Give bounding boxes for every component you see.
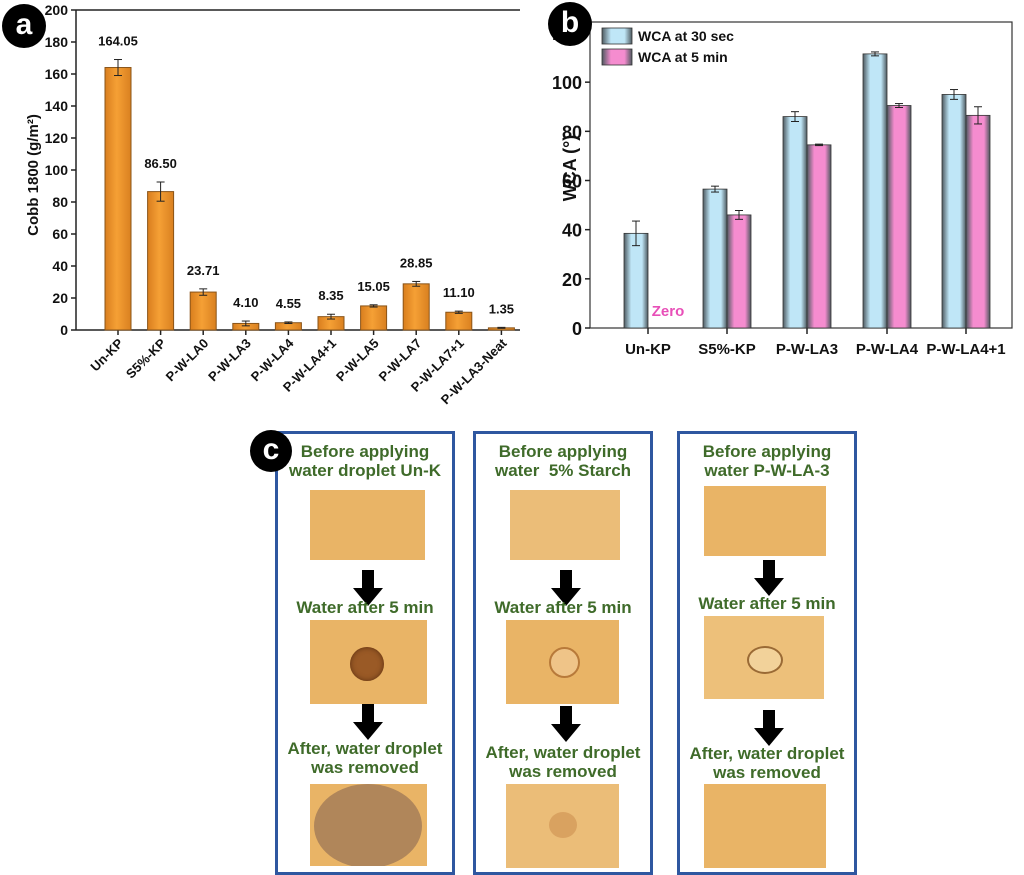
y-tick-label: 160	[45, 66, 69, 82]
caption-after: After, water droplet was removed	[287, 739, 443, 777]
y-tick-label: 80	[52, 194, 68, 210]
data-label: 164.05	[98, 34, 138, 49]
bar	[104, 67, 132, 331]
bar-5min	[726, 214, 752, 329]
y-tick-label: 40	[562, 221, 582, 241]
bar	[189, 291, 217, 331]
panel-c-column-3: Before applying water P-W-LA-3 Water aft…	[677, 431, 857, 875]
y-tick-label: 80	[562, 122, 582, 142]
photo-before	[704, 486, 826, 556]
panel-b-badge: b	[548, 2, 592, 46]
panel-c-badge: c	[250, 430, 292, 472]
data-label: 86.50	[144, 156, 177, 171]
y-tick-label: 60	[562, 172, 582, 192]
data-label: 1.35	[489, 301, 514, 316]
photo-during	[310, 620, 427, 704]
water-stain	[549, 812, 577, 838]
panel-c-column-2: Before applying water 5% Starch Water af…	[473, 431, 653, 875]
photo-during	[506, 620, 619, 704]
y-tick-label: 100	[552, 73, 582, 93]
down-arrow-icon	[353, 570, 383, 606]
caption-during: Water after 5 min	[698, 594, 836, 613]
data-label: 4.10	[233, 295, 258, 310]
x-tick-label: P-W-LA4	[856, 341, 919, 358]
legend-label: WCA at 30 sec	[638, 28, 734, 44]
caption-before: Before applying water 5% Starch	[494, 442, 632, 480]
bar	[445, 311, 473, 331]
water-droplet	[747, 646, 783, 674]
photo-before	[310, 490, 425, 560]
y-tick-label: 0	[60, 322, 68, 338]
water-droplet	[549, 647, 580, 678]
data-label: 4.55	[276, 296, 301, 311]
y-tick-label: 60	[52, 226, 68, 242]
down-arrow-icon	[754, 710, 784, 746]
caption-after: After, water droplet was removed	[689, 744, 845, 782]
x-tick-label: P-W-LA3	[776, 341, 838, 358]
bar-30sec	[862, 53, 888, 329]
data-label: 8.35	[318, 288, 343, 303]
y-tick-label: 20	[562, 270, 582, 290]
bar-30sec	[702, 188, 728, 329]
photo-during	[704, 616, 824, 699]
photo-after	[704, 784, 826, 868]
y-tick-label: 40	[52, 258, 68, 274]
x-tick-label: Un-KP	[625, 341, 671, 358]
caption-before: Before applying water P-W-LA-3	[702, 442, 832, 480]
data-label: 28.85	[400, 255, 433, 270]
x-tick-label: P-W-LA4+1	[926, 341, 1005, 358]
legend-swatch	[601, 48, 633, 66]
y-tick-label: 200	[45, 2, 69, 18]
down-arrow-icon	[551, 570, 581, 606]
bar-5min	[806, 144, 832, 329]
x-tick-label: Un-KP	[87, 335, 126, 374]
chart-a-cobb: 0 20 40 60 80 100 120 140 160 180 200 164.05 Un-KP 8…	[25, 2, 520, 407]
caption-after: After, water droplet was removed	[485, 743, 641, 781]
legend-swatch	[601, 27, 633, 45]
panel-a-badge: a	[2, 4, 46, 48]
bar-30sec	[782, 116, 808, 329]
x-tick-label: P-W-LA0	[163, 336, 212, 385]
data-label: 11.10	[443, 285, 475, 300]
chart-b-wca: 020406080100120Un-KPS5%-KPP-W-LA3P-W-LA4…	[552, 21, 1013, 358]
down-arrow-icon	[551, 706, 581, 742]
water-droplet	[350, 647, 384, 681]
bar	[360, 305, 388, 331]
zero-annotation: Zero	[652, 303, 685, 320]
water-stain	[314, 784, 422, 866]
down-arrow-icon	[353, 704, 383, 740]
y-tick-label: 180	[45, 34, 69, 50]
y-tick-label: 120	[45, 130, 69, 146]
caption-during: Water after 5 min	[494, 598, 632, 617]
panel-c-column-1: Before applying water droplet Un-K Water…	[275, 431, 455, 875]
data-label: 15.05	[357, 279, 390, 294]
down-arrow-icon	[754, 560, 784, 596]
photo-after	[506, 784, 619, 868]
x-tick-label: P-W-LA5	[333, 336, 382, 385]
photo-after	[310, 784, 427, 866]
x-tick-label: S5%-KP	[698, 341, 756, 358]
bar	[402, 283, 430, 331]
x-tick-label: P-W-LA3	[205, 336, 254, 385]
bar-30sec	[623, 232, 649, 329]
bar	[147, 191, 175, 331]
bar-5min	[886, 105, 912, 329]
data-label: 23.71	[187, 263, 220, 278]
caption-before: Before applying water droplet Un-K	[288, 442, 442, 480]
y-tick-label: 0	[572, 319, 582, 339]
bar-30sec	[941, 94, 967, 329]
legend-label: WCA at 5 min	[638, 49, 728, 65]
y-tick-label: 140	[45, 98, 69, 114]
caption-during: Water after 5 min	[296, 598, 434, 617]
chart-b-ylabel: WCA (°)	[560, 135, 580, 202]
photo-before	[510, 490, 620, 560]
y-tick-label: 20	[52, 290, 68, 306]
y-tick-label: 100	[45, 162, 69, 178]
bar-5min	[965, 114, 991, 329]
chart-a-ylabel: Cobb 1800 (g/m²)	[25, 114, 42, 236]
